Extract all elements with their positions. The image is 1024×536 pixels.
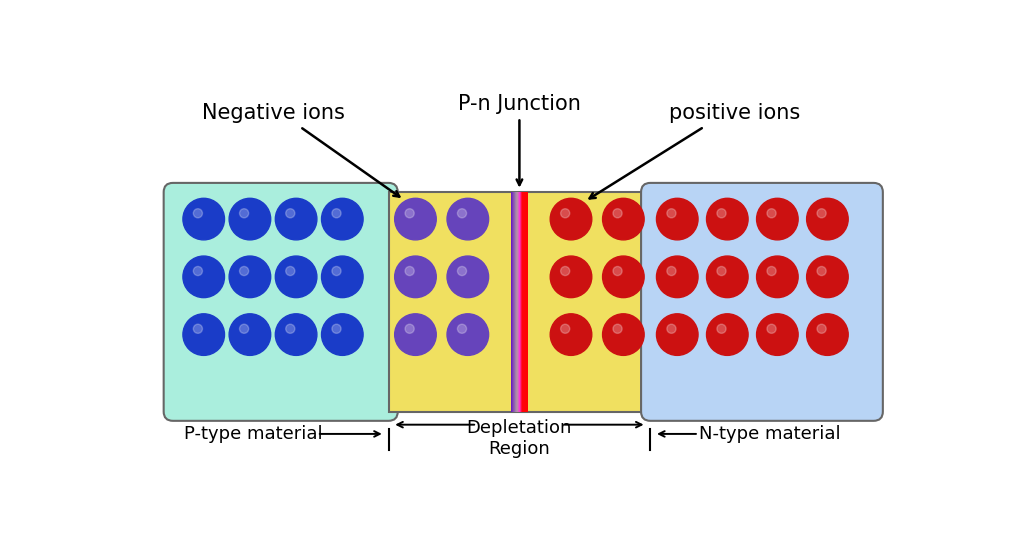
Circle shape xyxy=(807,198,848,240)
Circle shape xyxy=(229,314,270,355)
Circle shape xyxy=(613,324,623,333)
FancyBboxPatch shape xyxy=(388,192,650,412)
Circle shape xyxy=(394,198,436,240)
Circle shape xyxy=(757,256,798,297)
FancyBboxPatch shape xyxy=(641,183,883,421)
Circle shape xyxy=(322,256,364,297)
Circle shape xyxy=(240,324,249,333)
Circle shape xyxy=(767,209,776,218)
Circle shape xyxy=(667,209,676,218)
Circle shape xyxy=(447,198,488,240)
Text: P-n Junction: P-n Junction xyxy=(458,94,581,114)
Circle shape xyxy=(757,198,798,240)
Circle shape xyxy=(767,266,776,276)
Circle shape xyxy=(332,324,341,333)
Circle shape xyxy=(807,256,848,297)
Circle shape xyxy=(757,314,798,355)
Circle shape xyxy=(707,198,749,240)
Circle shape xyxy=(447,314,488,355)
Circle shape xyxy=(275,198,316,240)
Circle shape xyxy=(656,256,698,297)
Circle shape xyxy=(707,314,749,355)
Circle shape xyxy=(550,314,592,355)
Circle shape xyxy=(194,209,203,218)
Circle shape xyxy=(458,324,467,333)
Circle shape xyxy=(286,209,295,218)
Circle shape xyxy=(406,324,415,333)
Circle shape xyxy=(560,266,569,276)
Circle shape xyxy=(767,324,776,333)
Circle shape xyxy=(458,266,467,276)
Circle shape xyxy=(602,256,644,297)
Circle shape xyxy=(707,256,749,297)
Circle shape xyxy=(602,314,644,355)
Circle shape xyxy=(602,198,644,240)
Circle shape xyxy=(717,209,726,218)
Circle shape xyxy=(183,198,224,240)
Circle shape xyxy=(613,209,623,218)
Circle shape xyxy=(286,324,295,333)
Circle shape xyxy=(286,266,295,276)
Circle shape xyxy=(240,209,249,218)
Circle shape xyxy=(550,198,592,240)
Circle shape xyxy=(667,324,676,333)
Circle shape xyxy=(550,256,592,297)
Circle shape xyxy=(275,314,316,355)
Circle shape xyxy=(817,266,826,276)
Circle shape xyxy=(807,314,848,355)
Circle shape xyxy=(322,198,364,240)
Circle shape xyxy=(656,314,698,355)
Text: P-type material: P-type material xyxy=(184,425,324,443)
Circle shape xyxy=(817,209,826,218)
Circle shape xyxy=(717,266,726,276)
Circle shape xyxy=(560,209,569,218)
Circle shape xyxy=(394,314,436,355)
Circle shape xyxy=(667,266,676,276)
Circle shape xyxy=(275,256,316,297)
Circle shape xyxy=(458,209,467,218)
Circle shape xyxy=(194,324,203,333)
Circle shape xyxy=(229,198,270,240)
Circle shape xyxy=(613,266,623,276)
Circle shape xyxy=(717,324,726,333)
Circle shape xyxy=(447,256,488,297)
Circle shape xyxy=(332,209,341,218)
Text: N-type material: N-type material xyxy=(698,425,841,443)
Text: Negative ions: Negative ions xyxy=(202,103,344,123)
Circle shape xyxy=(229,256,270,297)
Circle shape xyxy=(817,324,826,333)
Circle shape xyxy=(194,266,203,276)
Circle shape xyxy=(394,256,436,297)
Circle shape xyxy=(183,314,224,355)
Circle shape xyxy=(656,198,698,240)
Circle shape xyxy=(406,209,415,218)
FancyBboxPatch shape xyxy=(164,183,397,421)
Circle shape xyxy=(240,266,249,276)
Circle shape xyxy=(406,266,415,276)
Text: Depletation
Region: Depletation Region xyxy=(467,419,572,458)
Circle shape xyxy=(560,324,569,333)
Circle shape xyxy=(183,256,224,297)
Text: positive ions: positive ions xyxy=(670,103,801,123)
Circle shape xyxy=(332,266,341,276)
Circle shape xyxy=(322,314,364,355)
